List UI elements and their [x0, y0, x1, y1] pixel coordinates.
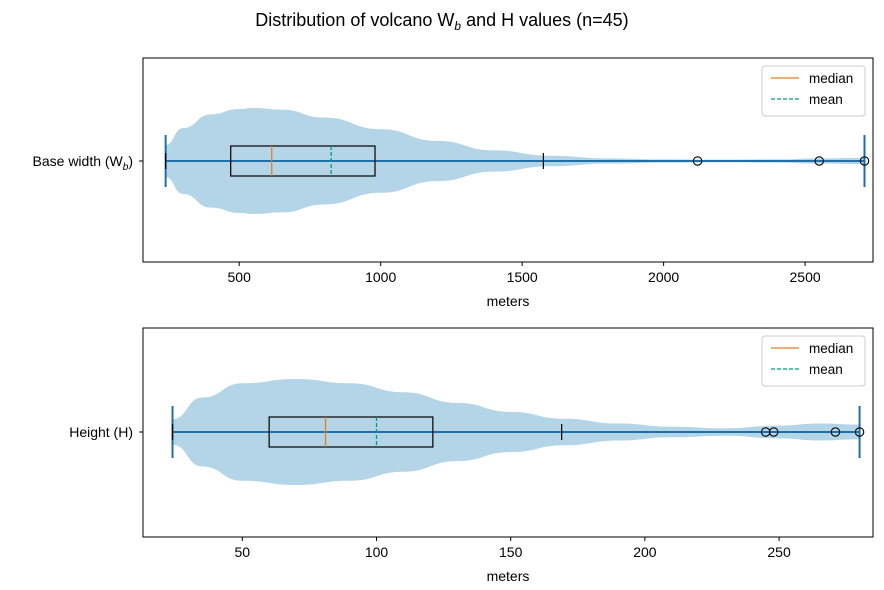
- x-tick-label: 500: [228, 269, 252, 285]
- x-axis-label: meters: [487, 293, 530, 309]
- box-iqr: [268, 416, 434, 448]
- outlier-point: [768, 427, 779, 437]
- x-tick-label: 100: [365, 544, 389, 560]
- x-tick-label: 1000: [365, 269, 396, 285]
- panel-1: 500 1000 1500 2000 2500 meters Base width (Wb)…: [33, 57, 874, 309]
- panel-2: 50 100 150 200 250 meters Height (H) median mean: [69, 327, 874, 584]
- x-axis-label: meters: [487, 568, 530, 584]
- outlier-point: [692, 156, 703, 166]
- x-tick-label: 1500: [507, 269, 538, 285]
- legend-median-label: median: [809, 341, 853, 356]
- box-iqr: [230, 145, 376, 177]
- y-tick-label: Height (H): [69, 424, 133, 440]
- x-tick-label: 200: [633, 544, 657, 560]
- legend: median mean: [761, 65, 866, 117]
- x-tick-label: 250: [767, 544, 791, 560]
- outlier-point: [859, 156, 870, 166]
- outlier-point: [854, 427, 865, 437]
- legend-mean-label: mean: [809, 92, 843, 107]
- outlier-point: [814, 156, 824, 166]
- x-tick-label: 50: [235, 544, 251, 560]
- legend-mean-label: mean: [809, 362, 843, 377]
- legend: median mean: [761, 335, 866, 387]
- figure-title: Distribution of volcano Wb and H values …: [255, 10, 629, 33]
- x-tick-label: 2500: [790, 269, 821, 285]
- axes-frame: [142, 57, 874, 263]
- x-tick-label: 150: [499, 544, 523, 560]
- x-tick-label: 2000: [648, 269, 679, 285]
- legend-median-label: median: [809, 71, 853, 86]
- outlier-point: [830, 427, 841, 437]
- y-tick-label: Base width (Wb): [33, 153, 133, 173]
